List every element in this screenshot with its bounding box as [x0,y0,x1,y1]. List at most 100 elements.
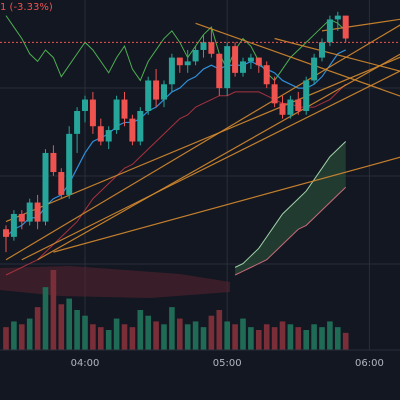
candle-body-14 [113,99,120,131]
candle-body-1 [10,213,17,237]
volume-bar-39 [311,324,317,350]
trendline-2 [21,70,400,261]
candle-body-42 [334,15,341,20]
candle-body-21 [168,57,175,85]
candle-body-20 [161,84,167,100]
candle-body-3 [26,202,33,222]
candle-body-8 [66,133,73,195]
ichimoku-cloud [0,141,347,298]
volume-bar-5 [42,287,49,350]
cloud-bear-area [0,266,230,298]
candle-body-31 [247,57,254,62]
volume-bar-25 [200,327,207,350]
trendlines [5,18,400,261]
volume-bar-34 [271,327,278,350]
volume-bar-6 [50,270,57,350]
volume-bar-29 [232,324,238,350]
trendline-5 [195,22,400,97]
volume-bar-13 [105,330,112,350]
volume-bar-36 [287,324,294,350]
volume-bar-9 [74,310,80,350]
candle-body-29 [232,46,239,73]
candlesticks [3,11,349,253]
candle-body-36 [287,99,294,115]
x-tick-label-1: 05:00 [213,358,242,369]
volume-bar-0 [3,327,9,350]
volume-bar-8 [66,298,72,350]
volume-bar-27 [216,310,223,350]
candle-body-30 [240,61,246,73]
volume-bar-19 [153,321,159,350]
volume-bar-18 [145,315,151,350]
volume-bar-43 [342,332,349,350]
cloud-upper-line [234,141,347,268]
candle-body-0 [3,229,9,237]
candle-body-23 [184,61,191,66]
candle-body-41 [326,19,333,43]
volume-bar-16 [129,327,136,350]
candle-body-12 [97,126,104,142]
volume-bar-24 [192,321,199,350]
volume-bar-33 [263,324,270,350]
candle-body-33 [263,65,270,85]
volume-bar-26 [208,315,215,350]
volume-bars [3,270,349,350]
candle-body-6 [50,152,57,173]
volume-bar-14 [113,318,120,350]
candle-body-32 [255,57,262,66]
volume-bar-1 [11,321,17,350]
candle-body-7 [58,172,65,195]
oscillator-series [5,15,347,82]
volume-bar-31 [248,327,254,350]
candle-body-22 [176,57,183,66]
candle-body-2 [18,213,25,222]
candle-body-16 [129,118,136,142]
candle-body-13 [105,130,112,142]
candle-body-11 [89,99,96,127]
volume-bar-42 [335,327,341,350]
volume-bar-41 [327,321,333,350]
trendline-3 [37,53,400,261]
volume-bar-38 [303,330,309,350]
candle-body-35 [279,103,286,115]
volume-bar-20 [161,324,167,350]
candle-body-26 [208,42,215,54]
oscillator-line [5,15,347,82]
trendline-0 [5,24,400,261]
volume-bar-2 [19,324,25,350]
candle-body-37 [295,99,302,111]
cloud-area [235,141,346,275]
volume-bar-40 [319,327,325,350]
candle-body-17 [137,110,144,142]
volume-bar-11 [90,324,96,350]
volume-bar-3 [26,318,33,350]
x-tick-label-2: 06:00 [355,358,384,369]
candle-body-24 [192,49,199,62]
cloud-lower-line [234,186,347,276]
trendline-6 [274,37,400,72]
trendline-1 [5,56,400,223]
volume-bar-21 [169,307,175,350]
volume-bar-35 [279,321,286,350]
candle-body-39 [311,57,318,81]
volume-bar-12 [98,327,104,350]
volume-bar-15 [121,324,128,350]
candle-body-4 [34,202,41,222]
candle-body-10 [82,99,88,111]
x-tick-label-0: 04:00 [71,358,100,369]
volume-bar-4 [34,307,41,350]
candle-body-28 [224,46,231,89]
volume-bar-22 [177,318,183,350]
candle-body-15 [121,99,128,119]
candle-body-34 [271,84,278,104]
volume-bar-10 [82,315,88,350]
candle-body-27 [216,53,223,89]
candle-body-9 [74,110,81,134]
trendline-4 [53,156,400,253]
candle-body-18 [145,80,152,111]
volume-bar-32 [256,330,262,350]
price-change-label: 1 (-3.33%) [0,2,53,13]
volume-bar-30 [240,318,246,350]
